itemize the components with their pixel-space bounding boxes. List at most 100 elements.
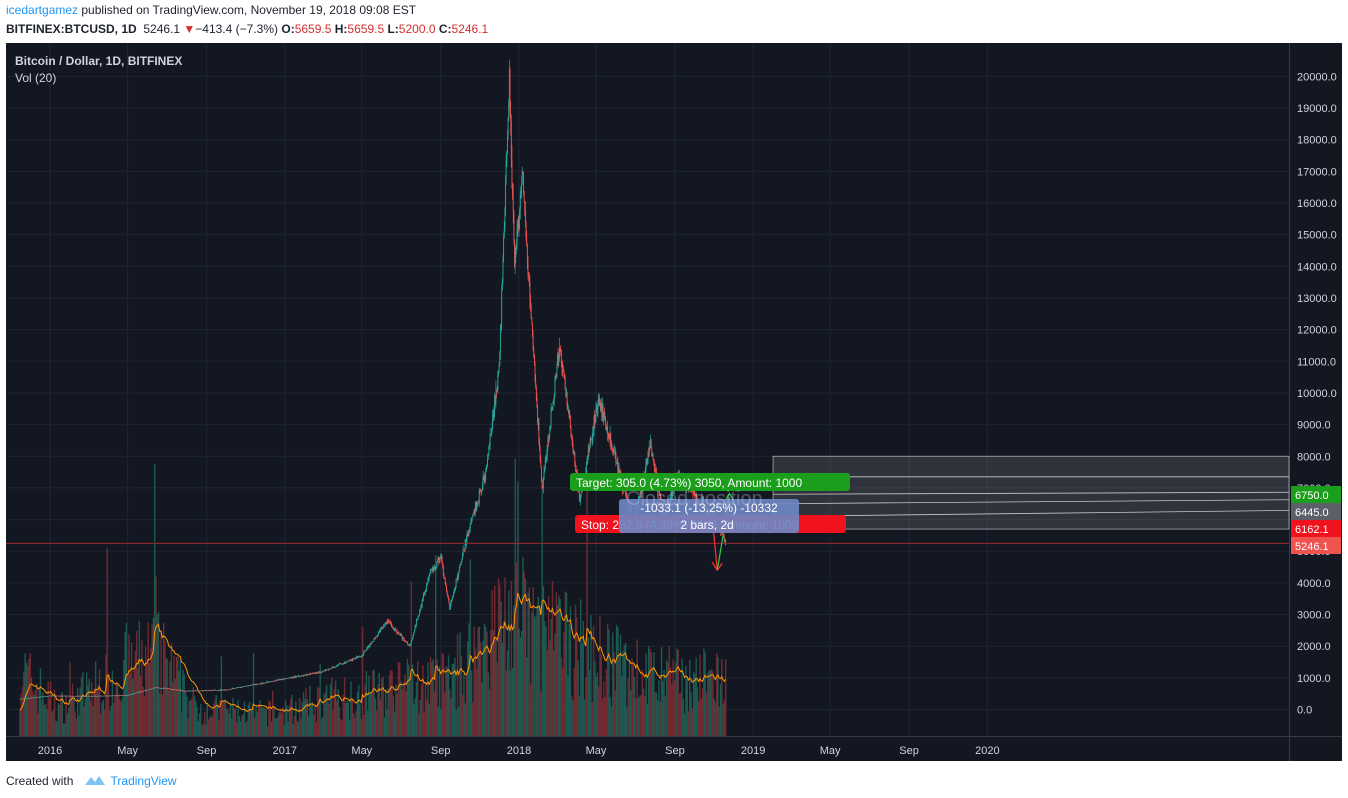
volume-bar bbox=[724, 659, 727, 736]
candle-body bbox=[375, 636, 377, 638]
footer: Created with TradingView bbox=[6, 773, 177, 788]
candle-body bbox=[650, 439, 652, 448]
volume-bar bbox=[709, 670, 711, 736]
volume-bar bbox=[220, 656, 223, 736]
candle-body bbox=[180, 689, 182, 691]
candle-body bbox=[358, 656, 360, 658]
volume-bar bbox=[136, 630, 138, 736]
candle-body bbox=[602, 405, 604, 419]
volume-bar bbox=[483, 623, 486, 736]
volume-bar bbox=[150, 647, 152, 736]
y-tick-label: 1000.0 bbox=[1297, 673, 1331, 685]
candle-body bbox=[403, 638, 405, 642]
volume-bar bbox=[491, 590, 493, 736]
candle-body bbox=[625, 492, 627, 495]
candle-body bbox=[483, 477, 485, 481]
volume-bar bbox=[496, 662, 498, 736]
volume-bar bbox=[315, 721, 318, 736]
volume-bar bbox=[690, 691, 692, 736]
volume-bar bbox=[455, 709, 457, 736]
candle-body bbox=[512, 187, 514, 197]
volume-bar bbox=[338, 707, 341, 736]
volume-bar bbox=[327, 697, 329, 736]
volume-bar bbox=[336, 700, 338, 736]
volume-bar bbox=[544, 621, 546, 736]
candle-body bbox=[626, 494, 628, 498]
candle-body bbox=[152, 688, 154, 690]
candle-body bbox=[377, 635, 379, 636]
candle-body bbox=[381, 628, 383, 630]
candle-body bbox=[473, 510, 475, 515]
candle-body bbox=[145, 690, 147, 691]
candle-body bbox=[77, 695, 79, 697]
volume-bar bbox=[129, 672, 131, 736]
candle-body bbox=[153, 687, 155, 689]
candle-body bbox=[409, 646, 411, 647]
price-chart[interactable]: Target: 305.0 (4.73%) 3050, Amount: 1000… bbox=[6, 43, 1342, 761]
candle-body bbox=[98, 695, 100, 697]
author-link[interactable]: icedartgamez bbox=[6, 3, 79, 17]
candle-body bbox=[247, 685, 249, 687]
candle-body bbox=[330, 668, 332, 669]
volume-bar bbox=[413, 703, 415, 736]
candle-body bbox=[265, 682, 267, 684]
candle-body bbox=[567, 409, 569, 411]
candle-body bbox=[505, 178, 506, 213]
candle-body bbox=[604, 418, 606, 419]
volume-bar bbox=[210, 715, 212, 736]
candle-body bbox=[283, 678, 285, 680]
candle-body bbox=[209, 690, 211, 692]
volume-bar bbox=[427, 662, 429, 736]
volume-bar bbox=[560, 657, 563, 736]
candle-body bbox=[289, 677, 291, 679]
candle-body bbox=[528, 275, 530, 283]
candle-body bbox=[388, 621, 390, 623]
candle-body bbox=[248, 685, 250, 686]
volume-bar bbox=[175, 656, 178, 736]
volume-bar bbox=[551, 580, 554, 736]
volume-bar bbox=[42, 692, 44, 736]
candle-body bbox=[277, 679, 279, 681]
volume-bar bbox=[527, 592, 529, 736]
chart-container[interactable]: Target: 305.0 (4.73%) 3050, Amount: 1000… bbox=[6, 43, 1342, 761]
candle-body bbox=[607, 427, 608, 434]
volume-bar bbox=[137, 668, 139, 736]
volume-bar bbox=[617, 626, 619, 736]
candle-body bbox=[82, 696, 84, 697]
tradingview-link[interactable]: TradingView bbox=[110, 774, 177, 788]
candle-body bbox=[199, 690, 200, 692]
candle-body bbox=[91, 696, 93, 697]
candle-body bbox=[506, 152, 508, 162]
volume-bar bbox=[574, 604, 577, 736]
volume-bar bbox=[450, 698, 452, 736]
candle-body bbox=[569, 413, 571, 416]
candle-body bbox=[538, 422, 540, 441]
candle-body bbox=[174, 689, 175, 690]
candle-body bbox=[607, 433, 609, 435]
candle-body bbox=[592, 431, 594, 432]
candle-body bbox=[441, 556, 443, 563]
candle-body bbox=[532, 335, 534, 350]
candle-body bbox=[496, 389, 497, 392]
volume-bar bbox=[520, 630, 523, 736]
candle-body bbox=[40, 696, 42, 698]
candle-body bbox=[492, 413, 494, 419]
volume-bar bbox=[681, 658, 683, 736]
change-value: −413.4 (−7.3%) bbox=[195, 22, 279, 36]
volume-bar bbox=[89, 700, 92, 736]
price-label-entry bbox=[1291, 503, 1341, 520]
candle-body bbox=[399, 634, 401, 636]
volume-bar bbox=[237, 700, 239, 736]
candle-body bbox=[245, 685, 247, 687]
candle-body bbox=[498, 364, 500, 371]
candle-body bbox=[507, 136, 508, 153]
volume-bar bbox=[506, 650, 509, 736]
candle-body bbox=[147, 689, 148, 691]
candle-body bbox=[115, 695, 117, 696]
volume-bar bbox=[251, 709, 253, 736]
candle-body bbox=[186, 690, 188, 692]
candle-body bbox=[594, 416, 596, 423]
candle-body bbox=[346, 661, 348, 663]
volume-bar bbox=[626, 706, 628, 736]
candle-body bbox=[113, 695, 115, 697]
